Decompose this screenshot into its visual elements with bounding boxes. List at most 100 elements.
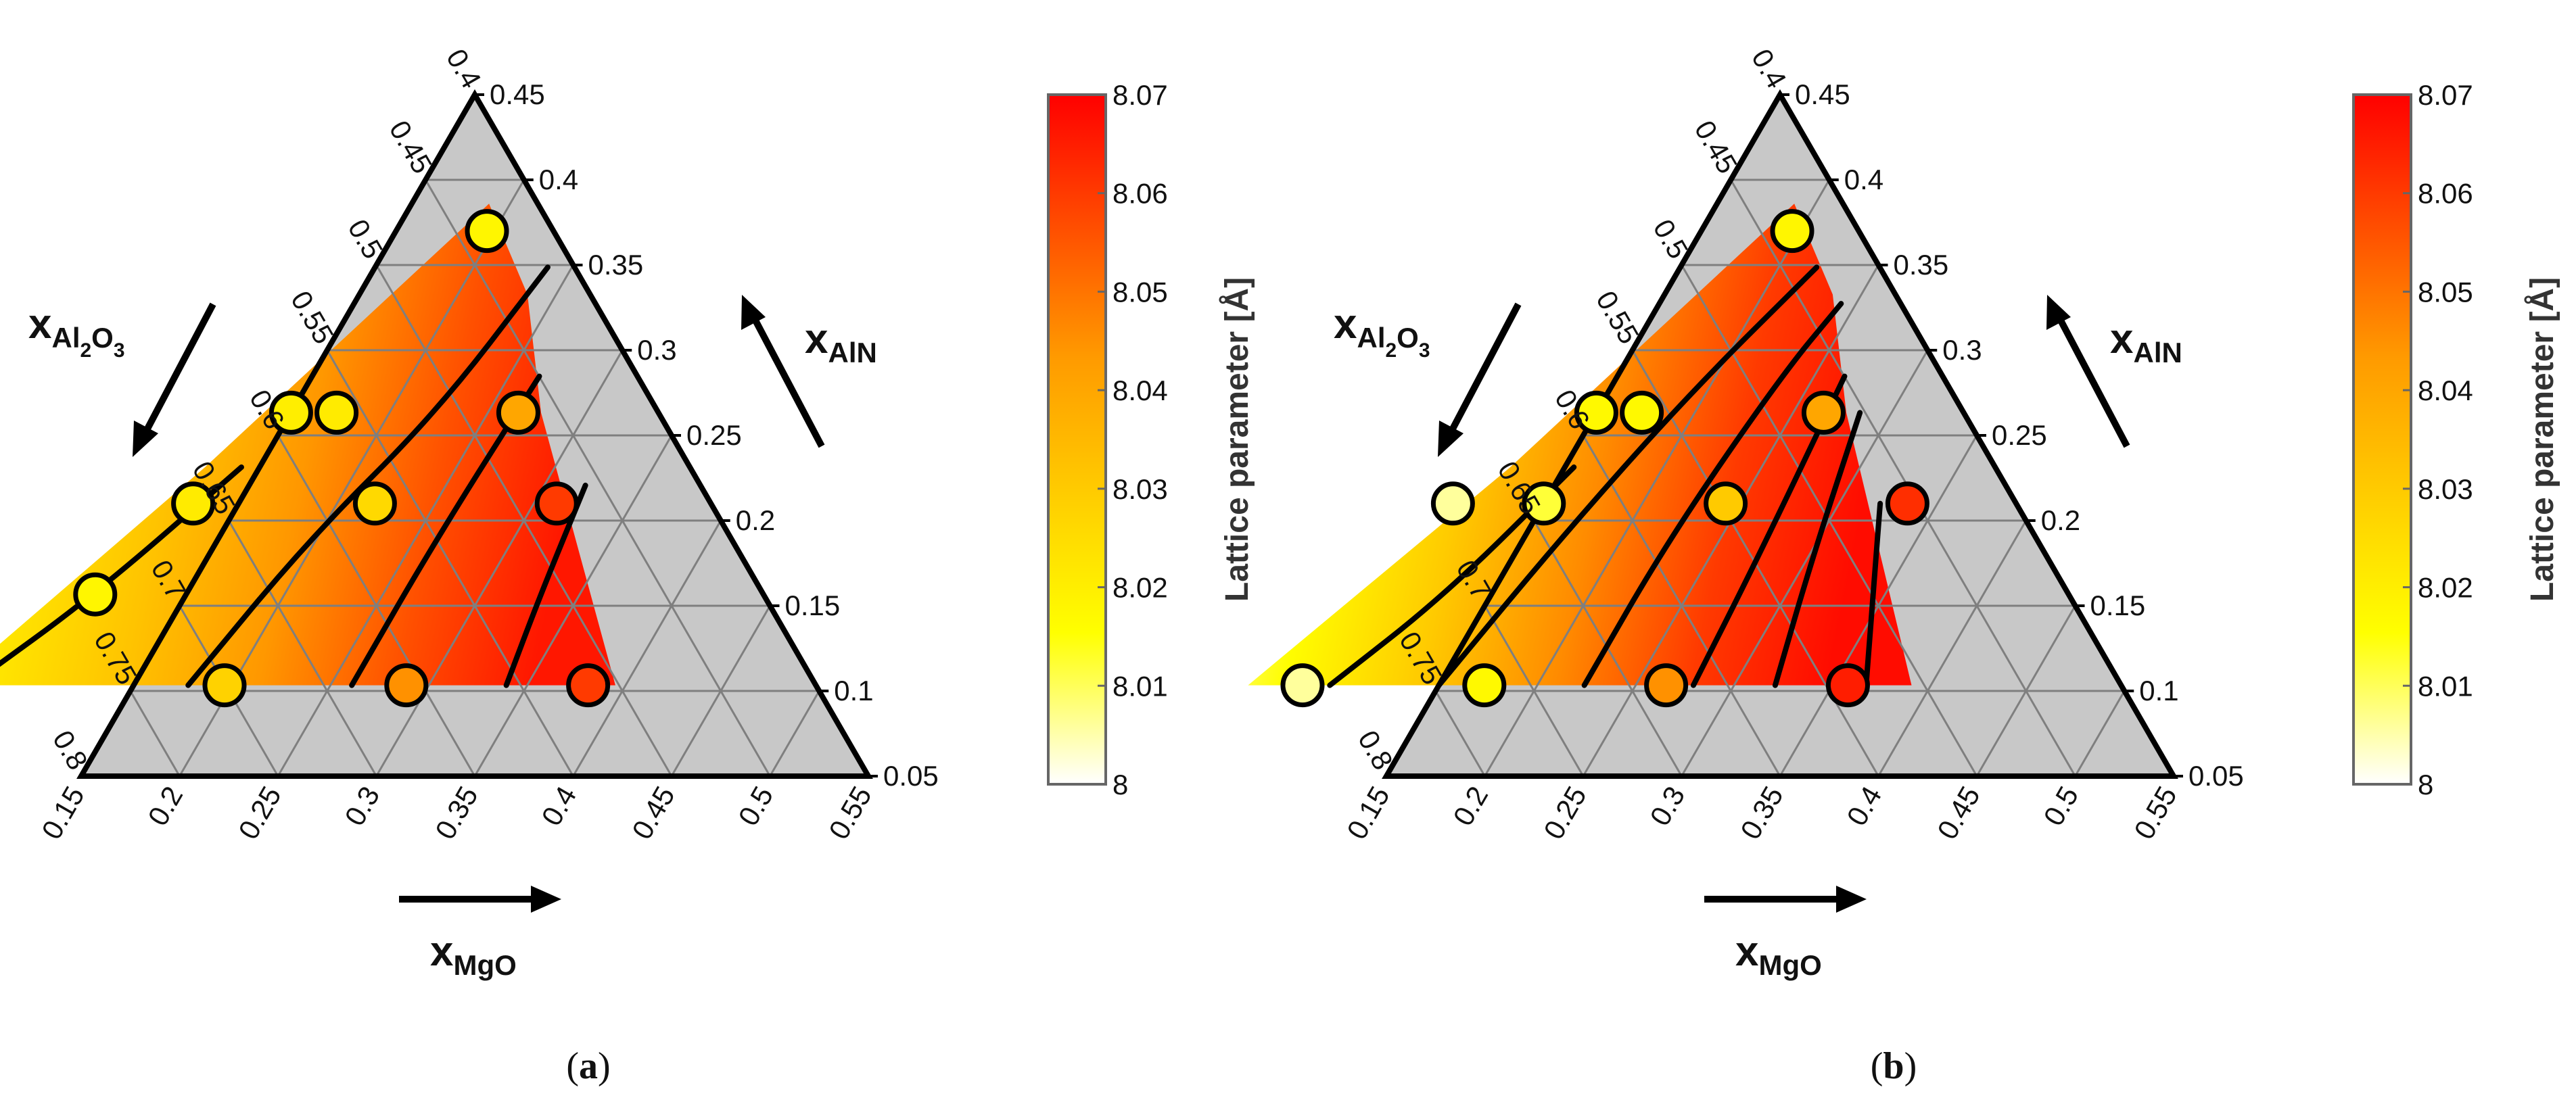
arrow-al2o3 — [142, 302, 216, 435]
axis-title-mgo: xMgO — [1735, 928, 1822, 981]
right-tick-label: 0.45 — [490, 78, 545, 110]
data-point — [534, 481, 579, 526]
data-points — [73, 209, 611, 708]
colorbar-tick-label: 8.02 — [2418, 572, 2473, 604]
right-tick-label: 0.4 — [539, 164, 578, 195]
colorbar-tick-label: 8.06 — [1113, 178, 1168, 210]
colorbar-tick-label: 8.06 — [2418, 178, 2473, 210]
arrowhead-al2o3 — [133, 421, 158, 457]
contour-lines — [0, 264, 588, 688]
colorbar — [1047, 93, 1107, 786]
arrow-aln — [751, 316, 825, 448]
contour-fill-region — [0, 203, 615, 686]
data-point — [1825, 663, 1870, 708]
right-tick-label: 0.45 — [1795, 78, 1850, 110]
contour-line — [349, 373, 542, 688]
grid-line — [1484, 605, 1585, 777]
data-point — [1644, 663, 1689, 708]
data-point — [384, 663, 429, 708]
bottom-tick-label: 0.55 — [822, 781, 878, 844]
right-tick-label: 0.25 — [1992, 419, 2047, 451]
bottom-tick-label: 0.3 — [338, 781, 385, 831]
colorbar-tick-label: 8.04 — [1113, 375, 1168, 406]
data-point — [1801, 390, 1846, 435]
grid-line — [227, 520, 377, 777]
axis-title-al2o3: xAl2O3 — [1334, 301, 1430, 362]
arrow-aln — [2056, 316, 2130, 448]
right-tick-label: 0.35 — [1894, 249, 1949, 281]
grid-line — [769, 690, 820, 777]
colorbar-tick-label: 8.05 — [2418, 276, 2473, 308]
data-point — [465, 209, 509, 254]
bottom-tick-label: 0.5 — [732, 781, 779, 831]
bottom-tick-label: 0.35 — [429, 781, 484, 844]
axis-title-mgo: xMgO — [430, 928, 517, 981]
right-tick-label: 0.4 — [1844, 164, 1883, 195]
bottom-tick-label: 0.15 — [35, 781, 91, 844]
data-point — [1885, 481, 1929, 526]
data-point — [1620, 390, 1664, 435]
data-point — [1574, 390, 1618, 435]
right-tick-label: 0.3 — [637, 334, 676, 366]
axis-title-al2o3: xAl2O3 — [28, 301, 125, 362]
data-points — [1280, 209, 1929, 708]
contour-line — [185, 264, 551, 688]
data-point — [1280, 663, 1325, 708]
bottom-tick-label: 0.45 — [626, 781, 681, 844]
contour-line — [1436, 264, 1820, 688]
panel-label: (a) — [566, 1045, 610, 1087]
data-point — [566, 663, 611, 708]
right-tick-label: 0.35 — [588, 249, 644, 281]
grid-line — [1681, 350, 1929, 777]
colorbar — [2352, 93, 2412, 786]
bottom-tick-label: 0.15 — [1340, 781, 1396, 844]
contour-line — [0, 464, 244, 667]
contour-line — [1690, 373, 1848, 688]
arrow-al2o3 — [1447, 302, 1522, 435]
left-tick-label: 0.4 — [440, 43, 488, 93]
data-point — [202, 663, 247, 708]
arrowhead-aln — [741, 295, 766, 330]
colorbar-label: Lattice parameter [Å] — [1219, 277, 1255, 602]
colorbar-tick-label: 8.03 — [1113, 473, 1168, 505]
grid-line — [572, 520, 722, 777]
bottom-tick-label: 0.3 — [1643, 781, 1691, 831]
grid-line — [1729, 179, 2076, 777]
colorbar-tick-label: 8.03 — [2418, 473, 2473, 505]
colorbar-tick-label: 8 — [2418, 769, 2433, 800]
axis-title-aln: xAlN — [2110, 316, 2182, 368]
contour-line — [503, 482, 588, 688]
colorbar-tick-label: 8.07 — [2418, 79, 2473, 111]
colorbar-tick-label: 8.01 — [2418, 670, 2473, 702]
axis-title-aln: xAlN — [805, 316, 877, 368]
data-point — [496, 390, 540, 435]
contour-line — [1581, 301, 1844, 688]
colorbar-label: Lattice parameter [Å] — [2524, 277, 2560, 602]
contour-line — [1772, 410, 1863, 688]
grid-line — [1484, 179, 1831, 777]
data-point — [73, 572, 118, 617]
grid-line — [375, 264, 673, 777]
grid-line — [277, 435, 476, 777]
right-tick-label: 0.15 — [2090, 590, 2146, 621]
data-point — [171, 481, 216, 526]
grid-line — [1877, 520, 2028, 777]
bottom-tick-label: 0.25 — [232, 781, 287, 844]
colorbar-tick-label: 8.05 — [1113, 276, 1168, 308]
right-tick-label: 0.1 — [2139, 675, 2178, 706]
panel-label: (b) — [1871, 1045, 1917, 1087]
data-point — [1430, 481, 1475, 526]
colorbar-tick-label: 8.04 — [2418, 375, 2473, 406]
data-point — [268, 390, 313, 435]
data-point — [1770, 209, 1814, 254]
right-tick-label: 0.05 — [883, 760, 939, 792]
data-point — [1462, 663, 1507, 708]
bottom-tick-label: 0.35 — [1734, 781, 1789, 844]
bottom-tick-label: 0.55 — [2128, 781, 2183, 844]
colorbar-tick-label: 8 — [1113, 769, 1128, 800]
right-tick-label: 0.15 — [785, 590, 841, 621]
bottom-tick-label: 0.4 — [1840, 781, 1888, 831]
right-tick-label: 0.1 — [834, 675, 873, 706]
arrowhead-mgo — [531, 886, 561, 913]
